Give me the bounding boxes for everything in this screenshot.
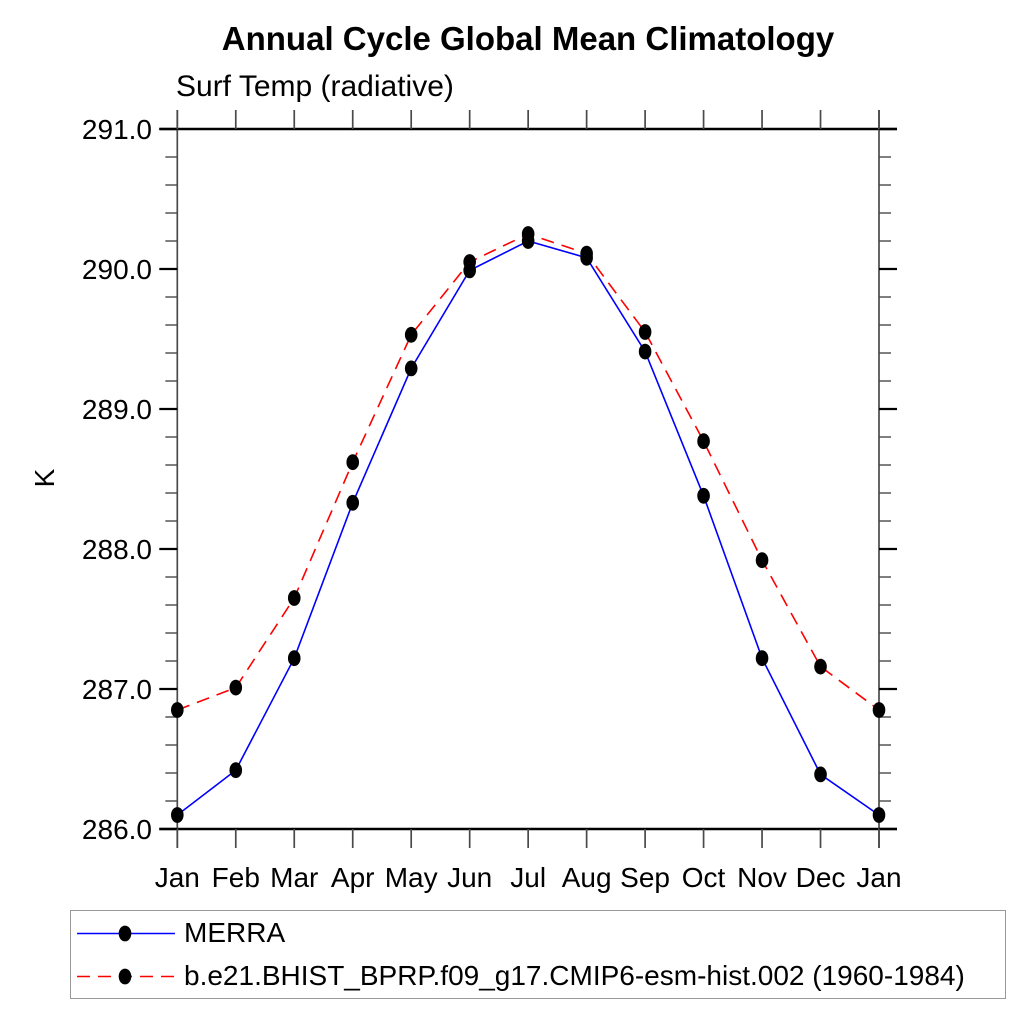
legend-box: MERRA b.e21.BHIST_BPRP.f09_g17.CMIP6-esm… xyxy=(70,910,1006,999)
x-tick-label: Jun xyxy=(447,862,492,893)
data-point-marker xyxy=(580,245,593,262)
x-tick-label: Jan xyxy=(155,862,200,893)
y-tick-label: 286.0 xyxy=(82,814,152,845)
data-point-marker xyxy=(346,454,360,471)
legend-item-merra: MERRA xyxy=(71,912,1005,955)
series-line-merra xyxy=(176,240,880,816)
data-point-marker xyxy=(755,552,769,569)
chart-title: Annual Cycle Global Mean Climatology xyxy=(221,20,835,57)
legend-label-model: b.e21.BHIST_BPRP.f09_g17.CMIP6-esm-hist.… xyxy=(184,960,965,991)
y-tick-label: 287.0 xyxy=(82,674,152,705)
data-point-marker xyxy=(638,343,652,360)
data-point-marker xyxy=(171,702,184,718)
chart-subtitle: Surf Temp (radiative) xyxy=(176,70,454,103)
x-tick-label: Dec xyxy=(796,862,846,893)
data-point-marker xyxy=(229,679,243,696)
data-point-marker xyxy=(697,487,710,504)
data-point-marker xyxy=(697,433,710,450)
x-tick-label: May xyxy=(385,862,438,893)
legend-sample-model xyxy=(77,968,175,984)
series-line-model xyxy=(177,233,880,711)
data-point-marker xyxy=(463,254,476,270)
data-point-marker xyxy=(404,326,418,343)
data-point-marker xyxy=(814,766,827,783)
y-tick-label: 290.0 xyxy=(82,254,152,285)
data-point-marker xyxy=(755,650,769,667)
x-tick-label: Jan xyxy=(856,862,901,893)
legend-marker-icon xyxy=(118,968,132,984)
x-tick-label: Apr xyxy=(331,862,375,893)
legend-sample-merra xyxy=(77,925,175,941)
x-tick-label: Mar xyxy=(270,862,318,893)
x-tick-label: Aug xyxy=(562,862,612,893)
legend-marker-icon xyxy=(118,925,132,941)
x-tick-label: Sep xyxy=(620,862,670,893)
x-tick-label: Nov xyxy=(737,862,787,893)
data-point-marker xyxy=(287,650,301,667)
y-tick-label: 289.0 xyxy=(82,394,152,425)
data-point-marker xyxy=(814,658,827,675)
x-tick-label: Oct xyxy=(682,862,726,893)
legend-label-merra: MERRA xyxy=(184,917,286,948)
data-point-marker xyxy=(638,324,652,340)
data-point-marker xyxy=(171,807,184,823)
data-point-marker xyxy=(287,590,301,606)
data-point-marker xyxy=(872,807,886,823)
y-tick-label: 291.0 xyxy=(82,114,152,145)
data-point-marker xyxy=(346,494,360,511)
data-point-marker xyxy=(404,360,418,377)
y-tick-label: 288.0 xyxy=(82,534,152,565)
data-point-marker xyxy=(872,702,886,718)
x-tick-label: Feb xyxy=(212,862,260,893)
legend-item-model: b.e21.BHIST_BPRP.f09_g17.CMIP6-esm-hist.… xyxy=(71,955,1005,998)
data-point-marker xyxy=(521,226,535,242)
x-tick-label: Jul xyxy=(510,862,546,893)
data-point-marker xyxy=(229,762,243,779)
